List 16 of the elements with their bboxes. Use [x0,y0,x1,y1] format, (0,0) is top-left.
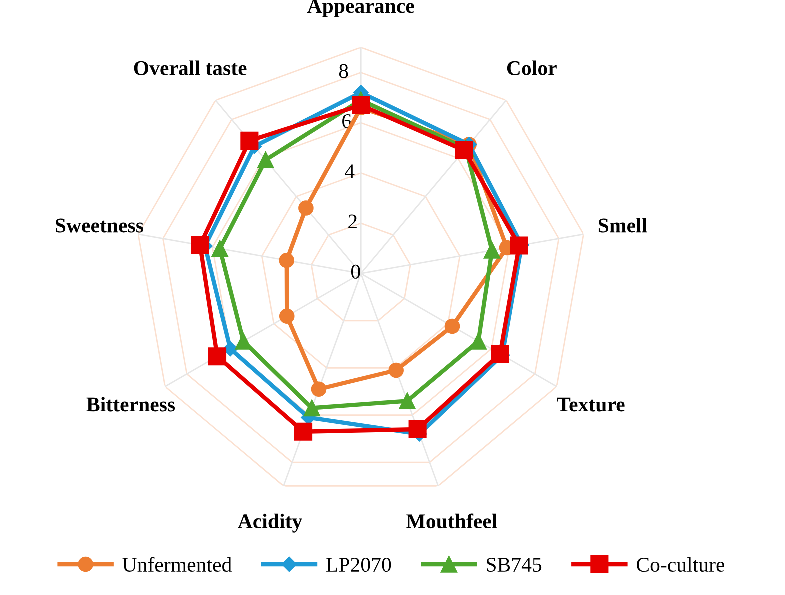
spoke-label: Smell [598,218,648,233]
legend-label: SB745 [487,558,542,572]
legend-label: Co-culture [636,557,725,572]
spoke-label: Mouthfeel [406,514,498,529]
y-tick-label: 4 [345,164,355,178]
spoke-label: Bitterness [86,397,176,412]
y-tick-label: 2 [348,214,357,229]
spoke-label: Overall taste [134,60,247,76]
legend-label: LP2070 [326,558,392,572]
spoke-label: Sweetness [56,218,144,233]
legend-label: Unfermented [122,557,232,572]
y-tick-label: 8 [339,64,348,78]
spoke-label: Texture [557,398,625,412]
y-tick-label: 0 [351,264,360,279]
spoke-label: Acidity [238,514,302,533]
spoke-label: Color [507,60,557,76]
